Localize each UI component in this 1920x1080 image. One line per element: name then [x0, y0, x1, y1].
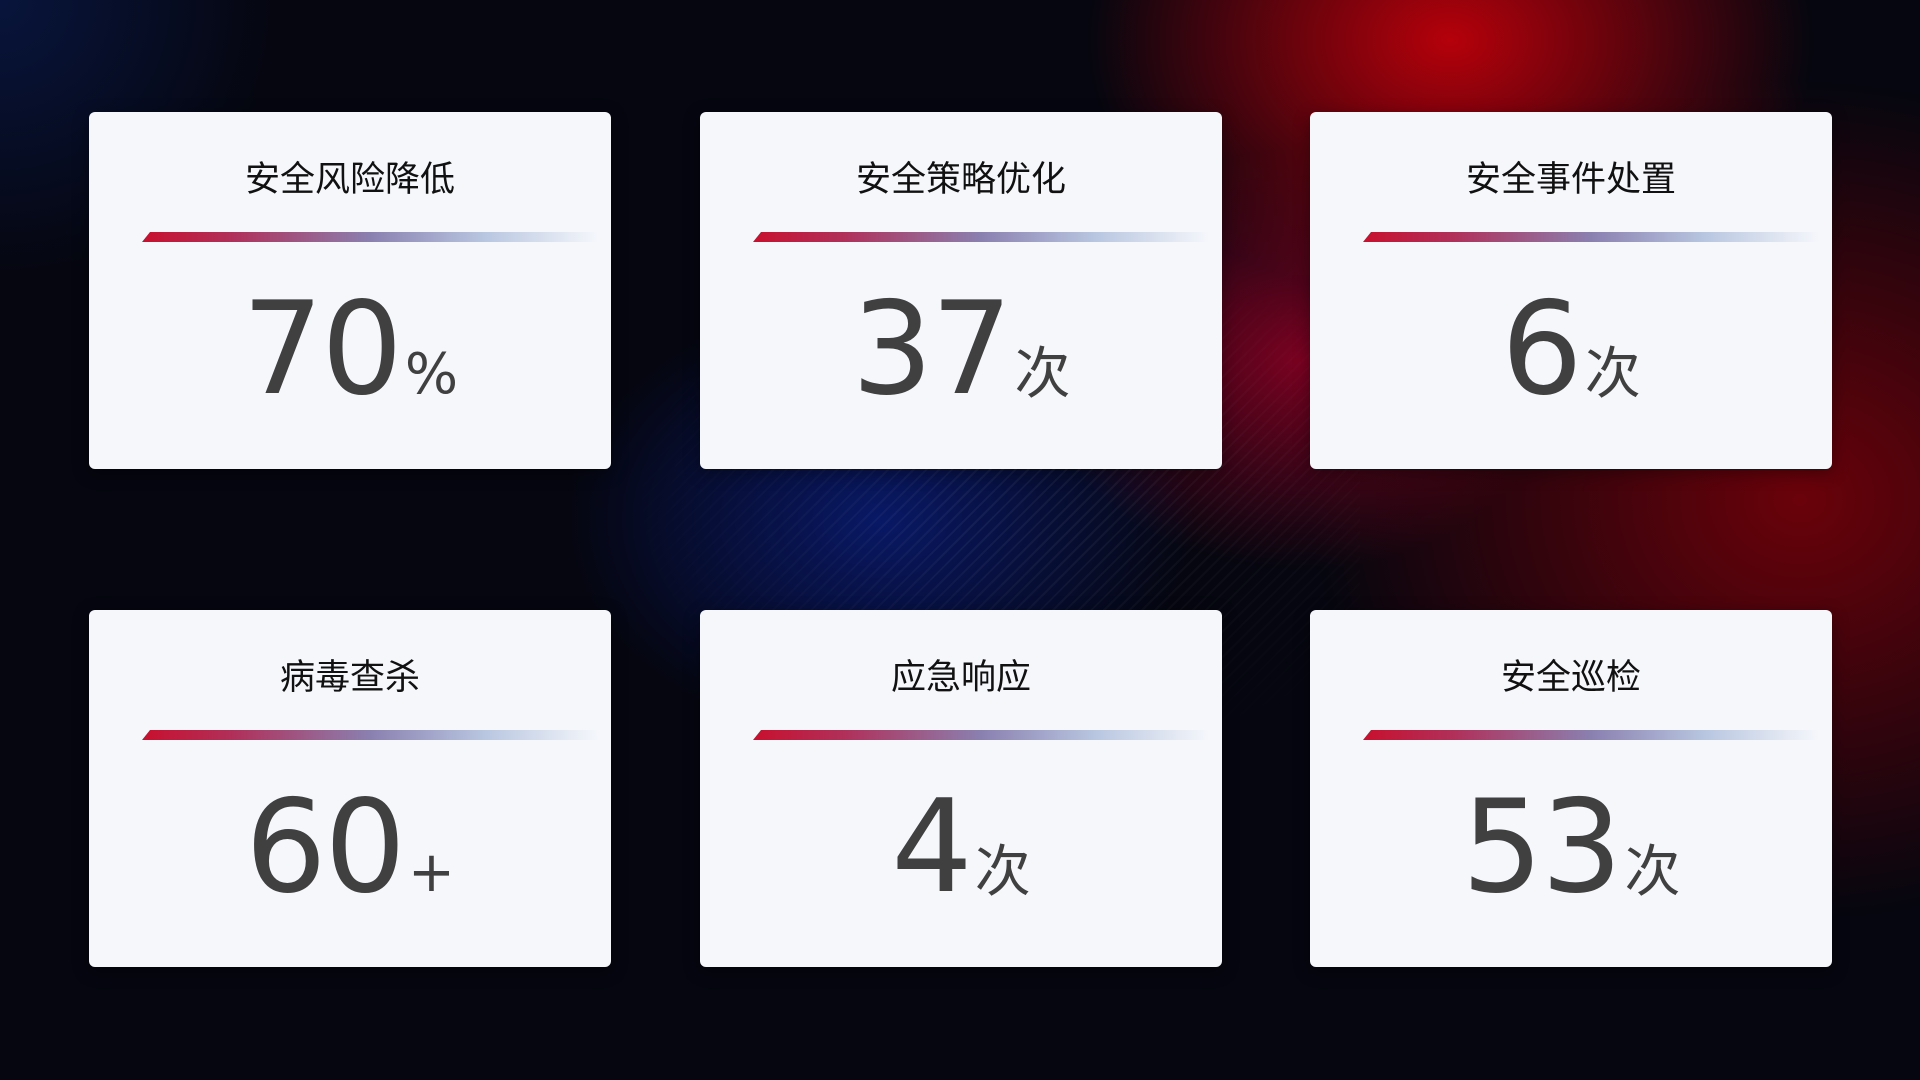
value-number: 4	[891, 773, 972, 922]
value-unit: 次	[1624, 840, 1681, 905]
value-unit: 次	[1584, 342, 1641, 407]
card-divider	[1363, 232, 1819, 242]
value-unit: %	[404, 342, 459, 407]
value-number: 37	[851, 275, 1013, 424]
card-value: 53次	[1310, 778, 1832, 918]
stat-card-risk-reduction: 安全风险降低 70%	[89, 112, 611, 469]
card-divider	[753, 232, 1209, 242]
card-value: 6次	[1310, 280, 1832, 420]
value-number: 60	[245, 773, 406, 922]
card-divider	[1363, 730, 1819, 740]
card-divider	[142, 232, 598, 242]
stat-card-policy-optimization: 安全策略优化 37次	[700, 112, 1222, 469]
value-unit: 次	[974, 840, 1031, 905]
value-number: 70	[241, 275, 403, 424]
stat-card-incident-handling: 安全事件处置 6次	[1310, 112, 1832, 469]
value-unit: +	[407, 840, 455, 905]
value-unit: 次	[1014, 342, 1071, 407]
card-title: 安全事件处置	[1465, 160, 1676, 200]
card-value: 4次	[700, 778, 1222, 918]
stat-card-virus-removal: 病毒查杀 60+	[89, 610, 611, 967]
card-title: 安全巡检	[1500, 658, 1641, 698]
stat-card-security-patrol: 安全巡检 53次	[1310, 610, 1832, 967]
value-number: 53	[1461, 773, 1623, 922]
card-title: 应急响应	[890, 658, 1031, 698]
card-title: 安全风险降低	[244, 160, 455, 200]
card-value: 60+	[89, 778, 611, 918]
card-divider	[753, 730, 1209, 740]
stat-card-emergency-response: 应急响应 4次	[700, 610, 1222, 967]
card-title: 安全策略优化	[855, 160, 1066, 200]
card-value: 70%	[89, 280, 611, 420]
value-number: 6	[1501, 275, 1582, 424]
card-value: 37次	[700, 280, 1222, 420]
card-title: 病毒查杀	[279, 658, 420, 698]
card-divider	[142, 730, 598, 740]
